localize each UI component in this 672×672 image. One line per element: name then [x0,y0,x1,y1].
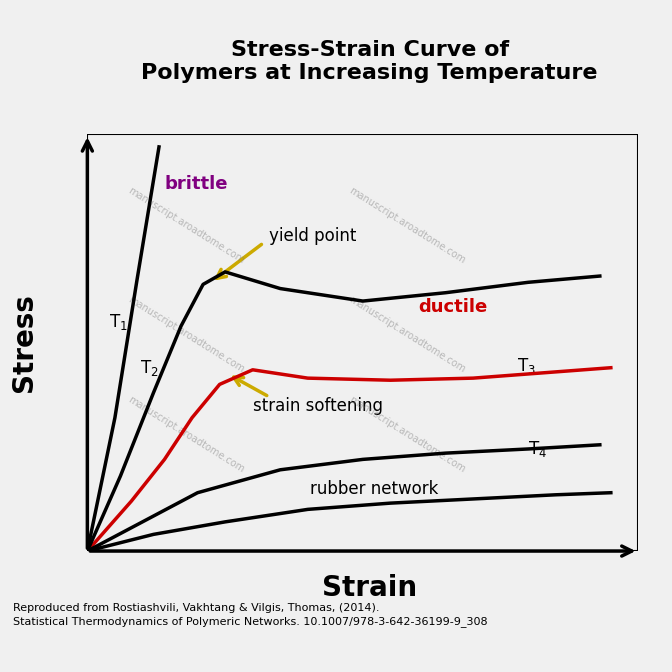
Text: T$_4$: T$_4$ [528,439,547,459]
Text: ductile: ductile [418,298,487,317]
Text: T$_3$: T$_3$ [517,355,536,376]
Text: manuscript.aroadtome.com: manuscript.aroadtome.com [126,394,247,474]
Text: manuscript.aroadtome.com: manuscript.aroadtome.com [347,186,467,266]
Text: Strain: Strain [322,574,417,602]
Text: Stress-Strain Curve of: Stress-Strain Curve of [230,40,509,60]
Text: Polymers at Increasing Temperature: Polymers at Increasing Temperature [141,62,598,83]
Text: manuscript.aroadtome.com: manuscript.aroadtome.com [347,394,467,474]
Text: T$_2$: T$_2$ [140,358,159,378]
Text: Stress: Stress [9,293,38,392]
Text: yield point: yield point [269,228,357,245]
Text: Statistical Thermodynamics of Polymeric Networks. 10.1007/978-3-642-36199-9_308: Statistical Thermodynamics of Polymeric … [13,616,488,627]
Text: strain softening: strain softening [253,397,382,415]
Text: Reproduced from Rostiashvili, Vakhtang & Vilgis, Thomas, (2014).: Reproduced from Rostiashvili, Vakhtang &… [13,603,380,613]
Text: manuscript.aroadtome.com: manuscript.aroadtome.com [347,294,467,374]
Text: brittle: brittle [165,175,228,194]
Text: T$_1$: T$_1$ [110,312,128,332]
Text: rubber network: rubber network [310,480,438,497]
Text: manuscript.aroadtome.com: manuscript.aroadtome.com [126,294,247,374]
Text: manuscript.aroadtome.com: manuscript.aroadtome.com [126,186,247,266]
